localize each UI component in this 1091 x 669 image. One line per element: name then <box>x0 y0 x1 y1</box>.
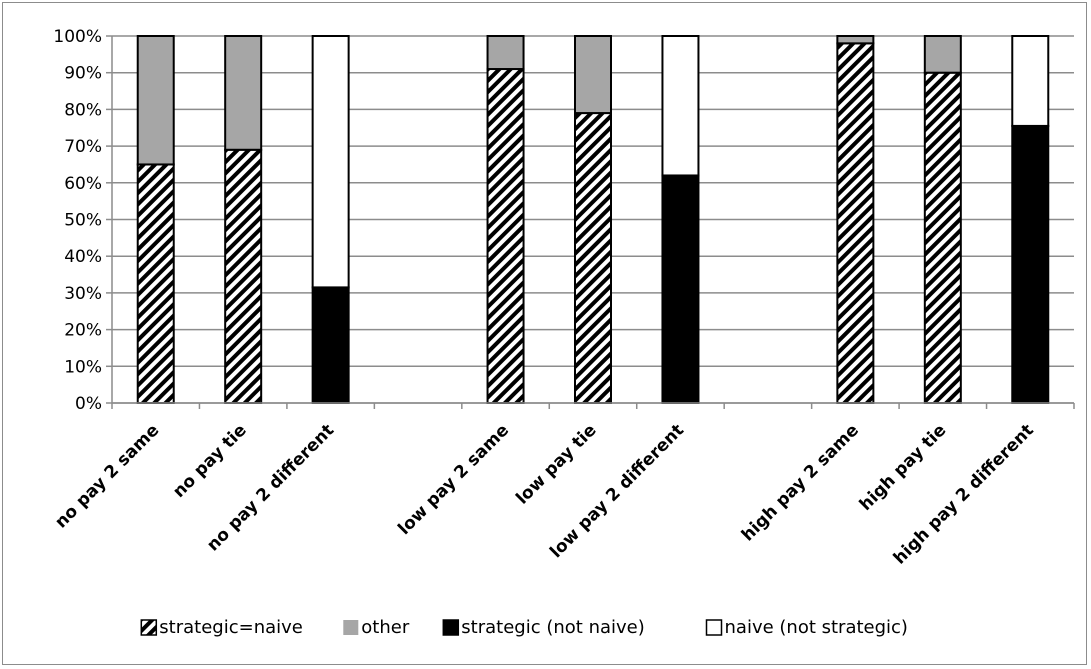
bar-segment <box>486 68 525 404</box>
y-tick-label: 10% <box>64 357 102 377</box>
x-tick-label: low pay tie <box>512 420 600 508</box>
bar-segment <box>224 35 263 151</box>
y-axis: 0% 10% 20% 30% 40% 50% 60% 70% 80% 90% 100% <box>53 27 113 414</box>
bar-segment <box>661 174 700 404</box>
bar-segment <box>661 35 700 177</box>
bar-segment <box>136 35 175 166</box>
y-tick-label: 20% <box>64 321 102 341</box>
bar-segment <box>311 35 350 289</box>
legend-swatch <box>705 619 723 636</box>
y-tick-label: 70% <box>64 137 102 157</box>
bar-segment <box>574 35 612 115</box>
bar-segment <box>1011 124 1050 404</box>
x-tick-label: no pay tie <box>169 420 251 502</box>
y-tick-label: 80% <box>64 100 102 120</box>
legend: strategic=naive other strategic (not naive… <box>140 617 908 638</box>
x-tick-label: no pay 2 same <box>51 420 163 532</box>
bar-segment <box>836 35 875 45</box>
y-tick-label: 60% <box>64 174 102 194</box>
legend-swatch <box>140 619 158 636</box>
x-tick-label: high pay tie <box>856 420 951 515</box>
bar-segment <box>574 112 612 404</box>
y-tick-label: 100% <box>53 27 102 47</box>
x-tick-label: high pay 2 different <box>890 420 1038 568</box>
y-tick-label: 0% <box>75 394 102 414</box>
legend-label: other <box>361 617 410 638</box>
x-tick-label: low pay 2 same <box>394 420 513 539</box>
bar-segment <box>836 42 875 405</box>
legend-label: strategic=naive <box>159 617 303 638</box>
bar-segment <box>1011 35 1050 127</box>
bar-segment <box>486 35 525 71</box>
legend-swatch <box>442 619 460 636</box>
bar-segment <box>136 163 175 404</box>
y-tick-label: 30% <box>64 284 102 304</box>
legend-label: naive (not strategic) <box>725 617 908 638</box>
y-tick-label: 90% <box>64 64 102 84</box>
legend-swatch <box>343 620 359 635</box>
x-tick-label: high pay 2 same <box>738 420 863 545</box>
bar-segment <box>311 286 350 404</box>
bar-segment <box>923 71 962 404</box>
bar-segment <box>923 35 962 74</box>
y-tick-label: 50% <box>64 211 102 231</box>
bar-segment <box>224 148 263 404</box>
legend-label: strategic (not naive) <box>461 617 644 638</box>
y-tick-label: 40% <box>64 247 102 267</box>
